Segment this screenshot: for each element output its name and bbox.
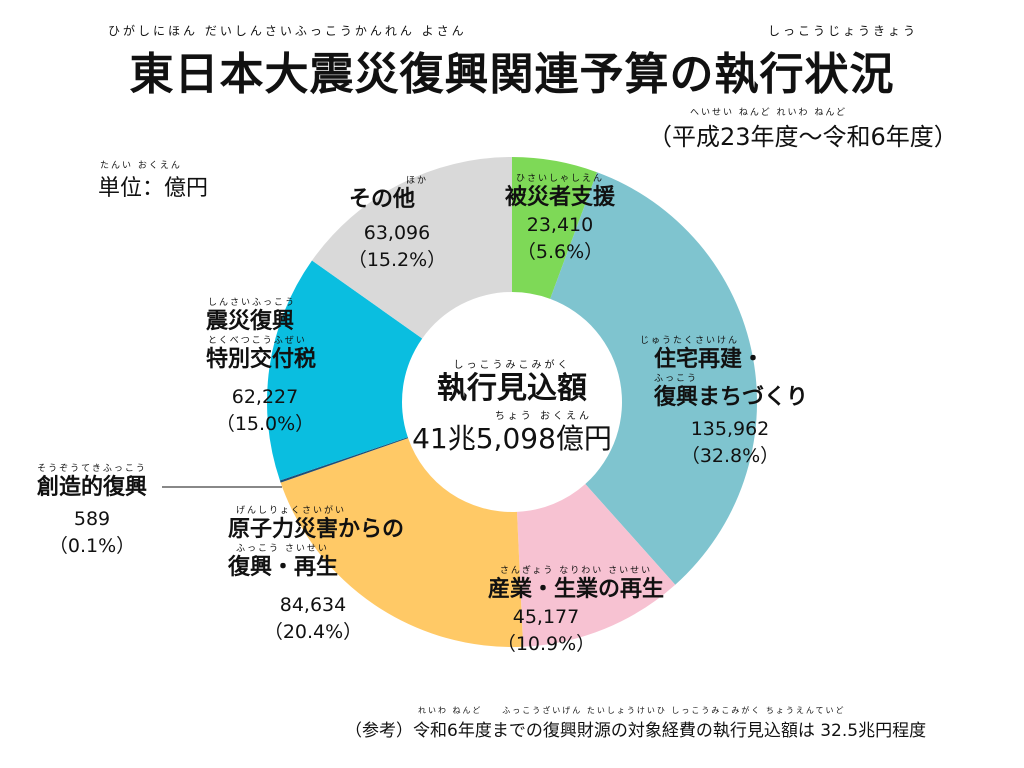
- center-value: 41兆5,098億円: [412, 422, 612, 455]
- slice-ruby-2: とくべつこうふぜい: [208, 336, 307, 346]
- footnote: （参考）令和6年度までの復興財源の対象経費の執行見込額は 32.5兆円程度: [345, 721, 927, 741]
- slice-name: その他: [348, 187, 415, 212]
- slice-value: 23,410: [526, 214, 594, 236]
- label-special-grant-tax: しんさいふっこう 震災復興 とくべつこうふぜい 特別交付税 62,227 （15…: [200, 298, 360, 438]
- label-housing-reconstruction: じゅうたくさいけん 住宅再建・ ふっこう 復興まちづくり 135,962 （32…: [640, 336, 860, 470]
- slice-name-line2: 特別交付税: [206, 347, 317, 372]
- donut-slice-4: [279, 437, 409, 483]
- slice-name-line1: 震災復興: [206, 309, 295, 334]
- donut-slice-1: [550, 172, 757, 585]
- slice-value: 589: [73, 508, 111, 530]
- slice-percent: （15.2%）: [347, 249, 447, 271]
- slice-value: 62,227: [231, 386, 299, 408]
- donut-slices: [267, 157, 757, 647]
- subtitle-ruby: へいせい ねんど れいわ ねんど: [690, 108, 848, 118]
- unit-label: 単位：億円: [98, 176, 209, 201]
- slice-ruby: ほか: [405, 176, 428, 186]
- slice-ruby: じゅうたくさいけん: [640, 336, 740, 346]
- slice-ruby-2: ふっこう さいせい: [236, 544, 329, 554]
- slice-ruby-2: ふっこう: [654, 374, 699, 384]
- slice-value: 84,634: [279, 594, 347, 616]
- slice-name-line2: 復興まちづくり: [654, 385, 809, 410]
- slice-ruby: げんしりょくさいがい: [236, 506, 347, 516]
- center-ruby-2: ちょう おくえん: [494, 411, 592, 422]
- slice-value: 63,096: [363, 222, 431, 244]
- donut-slice-0: [512, 157, 598, 299]
- label-disaster-victim-support: ひさいしゃしえん 被災者支援 23,410 （5.6%）: [490, 174, 630, 266]
- slice-ruby: さんぎょう なりわい さいせい: [499, 566, 653, 576]
- slice-ruby: そうぞうてきふっこう: [37, 464, 147, 474]
- label-other: ほか その他 63,096 （15.2%）: [332, 176, 462, 274]
- donut-slice-6: [311, 157, 512, 339]
- center-ruby-1: しっこうみこみがく: [453, 360, 571, 371]
- unit-ruby: たんい おくえん: [100, 161, 182, 171]
- slice-name: 創造的復興: [36, 475, 147, 500]
- slice-percent: （32.8%）: [680, 445, 780, 467]
- title-ruby-2: しっこうじょうきょう: [768, 24, 919, 38]
- donut-slice-5: [267, 260, 423, 481]
- title-ruby-1: ひがしにほん だいしんさいふっこうかんれん よさん: [108, 24, 467, 38]
- page-title: 東日本大震災復興関連予算の執行状況: [129, 49, 895, 100]
- slice-name-line1: 住宅再建・: [654, 347, 765, 372]
- slice-percent: （0.1%）: [48, 535, 136, 557]
- label-creative-reconstruction: そうぞうてきふっこう 創造的復興 589 （0.1%）: [22, 464, 162, 560]
- slice-ruby: しんさいふっこう: [208, 298, 297, 308]
- slice-percent: （10.9%）: [496, 633, 596, 655]
- slice-value: 135,962: [690, 418, 770, 440]
- slice-name: 産業・生業の再生: [487, 577, 664, 602]
- slice-percent: （15.0%）: [215, 413, 315, 435]
- center-total: しっこうみこみがく 執行見込額 ちょう おくえん 41兆5,098億円: [412, 356, 612, 456]
- slice-percent: （5.6%）: [516, 241, 604, 263]
- slice-percent: （20.4%）: [263, 621, 363, 643]
- donut-slice-2: [516, 484, 676, 647]
- donut-slice-3: [280, 438, 524, 647]
- label-nuclear-disaster-recovery: げんしりょくさいがい 原子力災害からの ふっこう さいせい 復興・再生 84,6…: [228, 506, 448, 646]
- subtitle-period: （平成23年度〜令和6年度）: [648, 123, 958, 151]
- label-industry-revival: さんぎょう なりわい さいせい 産業・生業の再生 45,177 （10.9%）: [466, 566, 686, 658]
- center-title: 執行見込額: [437, 371, 587, 406]
- slice-name-line1: 原子力災害からの: [228, 517, 405, 542]
- slice-name: 被災者支援: [504, 185, 615, 210]
- slice-name-line2: 復興・再生: [228, 555, 339, 580]
- slice-ruby: ひさいしゃしえん: [515, 174, 604, 184]
- footnote-ruby: れいわ ねんど ふっこうざいげん たいしょうけいひ しっこうみこみがく ちょうえ…: [418, 706, 846, 715]
- slice-value: 45,177: [512, 606, 580, 628]
